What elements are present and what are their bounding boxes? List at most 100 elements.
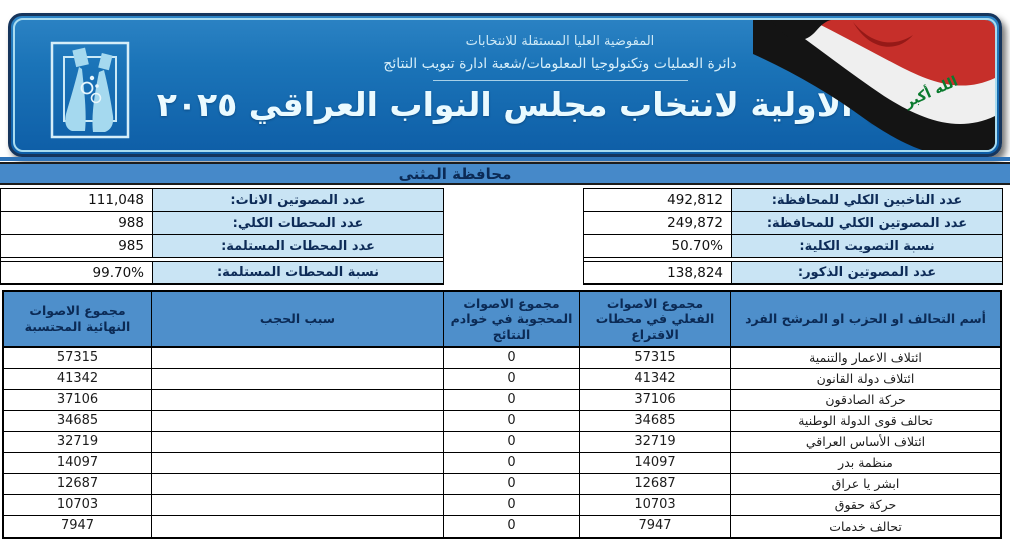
stat-value: 988 <box>1 212 153 234</box>
table-row: 14097 0 14097 منظمة بدر <box>4 453 1000 474</box>
cell-entity-name: ائتلاف الأساس العراقي <box>730 432 1000 452</box>
header-banner-frame: المفوضية العليا المستقلة للانتخابات دائر… <box>13 18 997 152</box>
commission-name: المفوضية العليا المستقلة للانتخابات <box>465 34 655 49</box>
summary-row: 50.70% نسبة التصويت الكلية: <box>584 235 1002 258</box>
table-row: 32719 0 32719 ائتلاف الأساس العراقي <box>4 432 1000 453</box>
cell-block-reason <box>151 390 443 410</box>
cell-final-votes: 34685 <box>56 412 99 428</box>
stat-value: 985 <box>1 235 153 257</box>
cell-blocked-votes: 0 <box>443 432 579 452</box>
table-row: 41342 0 41342 ائتلاف دولة القانون <box>4 369 1000 390</box>
table-row: 7947 0 7947 تحالف خدمات <box>4 516 1000 537</box>
report-title: النتائج الاولية لانتخاب مجلس النواب العر… <box>156 85 964 124</box>
stat-label: عدد المصوتين الكلي للمحافظة: <box>732 212 1002 234</box>
table-row: 57315 0 57315 ائتلاف الاعمار والتنمية <box>4 348 1000 369</box>
header-block-reason: سبب الحجب <box>151 292 443 346</box>
governorate-name: محافظة المثنى <box>398 164 512 183</box>
cell-entity-name: ائتلاف دولة القانون <box>730 369 1000 389</box>
cell-block-reason <box>151 474 443 494</box>
cell-block-reason <box>151 411 443 431</box>
cell-block-reason <box>151 495 443 515</box>
header-divider <box>432 80 688 81</box>
table-row: 10703 0 10703 حركة حقوق <box>4 495 1000 516</box>
table-row: 34685 0 34685 تحالف قوى الدولة الوطنية <box>4 411 1000 432</box>
iraq-flag-icon: الله أكبر <box>753 20 995 150</box>
stat-value: 138,824 <box>584 262 732 283</box>
stat-label: عدد الناخبين الكلي للمحافظة: <box>732 189 1002 211</box>
table-row: 37106 0 37106 حركة الصادقون <box>4 390 1000 411</box>
results-table-header: مجموع الاصوات النهائية المحتسبة سبب الحج… <box>4 292 1000 348</box>
cell-final-votes: 32719 <box>56 433 99 449</box>
summary-block-stations: 111,048 عدد المصوتين الاناث: 988 عدد الم… <box>0 188 444 285</box>
cell-block-reason <box>151 516 443 537</box>
stat-label: نسبة المحطات المستلمة: <box>153 262 443 283</box>
header-blocked-votes: مجموع الاصوات المحجوبة في خوادم النتائج <box>443 292 579 346</box>
cell-block-reason <box>151 453 443 473</box>
cell-entity-name: ابشر يا عراق <box>730 474 1000 494</box>
cell-blocked-votes: 0 <box>443 348 579 368</box>
divider-strip <box>0 157 1010 161</box>
cell-final-votes: 41342 <box>56 370 99 386</box>
stat-value: 50.70% <box>584 235 732 257</box>
cell-actual-votes: 10703 <box>579 495 730 515</box>
cell-block-reason <box>151 348 443 368</box>
cell-blocked-votes: 0 <box>443 369 579 389</box>
results-table-body: 57315 0 57315 ائتلاف الاعمار والتنمية 41… <box>4 348 1000 537</box>
stat-label: عدد المحطات المستلمة: <box>153 235 443 257</box>
table-row: 12687 0 12687 ابشر يا عراق <box>4 474 1000 495</box>
cell-entity-name: تحالف قوى الدولة الوطنية <box>730 411 1000 431</box>
cell-blocked-votes: 0 <box>443 390 579 410</box>
cell-entity-name: حركة حقوق <box>730 495 1000 515</box>
cell-entity-name: تحالف خدمات <box>730 516 1000 537</box>
header-banner: المفوضية العليا المستقلة للانتخابات دائر… <box>8 13 1002 157</box>
stat-value: 492,812 <box>584 189 732 211</box>
cell-final-votes: 14097 <box>56 454 99 470</box>
summary-row: 985 عدد المحطات المستلمة: <box>1 235 443 258</box>
cell-actual-votes: 7947 <box>579 516 730 537</box>
cell-actual-votes: 57315 <box>579 348 730 368</box>
cell-block-reason <box>151 369 443 389</box>
cell-final-votes: 12687 <box>56 475 99 491</box>
cell-entity-name: حركة الصادقون <box>730 390 1000 410</box>
stat-label: عدد المصوتين الذكور: <box>732 262 1002 283</box>
results-table: مجموع الاصوات النهائية المحتسبة سبب الحج… <box>2 290 1002 539</box>
cell-final-votes: 37106 <box>56 391 99 407</box>
summary-row: 138,824 عدد المصوتين الذكور: <box>584 261 1002 284</box>
summary-row: 988 عدد المحطات الكلي: <box>1 212 443 235</box>
stat-label: عدد المحطات الكلي: <box>153 212 443 234</box>
stat-value: 111,048 <box>1 189 153 211</box>
cell-block-reason <box>151 432 443 452</box>
cell-actual-votes: 14097 <box>579 453 730 473</box>
stat-value: 99.70% <box>1 262 153 283</box>
cell-entity-name: منظمة بدر <box>730 453 1000 473</box>
governorate-title-bar: محافظة المثنى <box>0 162 1010 185</box>
cell-actual-votes: 41342 <box>579 369 730 389</box>
department-name: دائرة العمليات وتكنولوجيا المعلومات/شعبة… <box>383 56 737 72</box>
cell-actual-votes: 12687 <box>579 474 730 494</box>
cell-entity-name: ائتلاف الاعمار والتنمية <box>730 348 1000 368</box>
cell-blocked-votes: 0 <box>443 495 579 515</box>
summary-row: 99.70% نسبة المحطات المستلمة: <box>1 261 443 284</box>
cell-blocked-votes: 0 <box>443 474 579 494</box>
cell-blocked-votes: 0 <box>443 411 579 431</box>
stat-value: 249,872 <box>584 212 732 234</box>
banner-text-block: المفوضية العليا المستقلة للانتخابات دائر… <box>125 20 995 150</box>
cell-final-votes: 7947 <box>60 518 95 534</box>
cell-final-votes: 57315 <box>56 349 99 365</box>
stat-label: عدد المصوتين الاناث: <box>153 189 443 211</box>
header-actual-votes: مجموع الاصوات الفعلي في محطات الاقتراع <box>579 292 730 346</box>
ihec-logo-icon <box>49 40 131 140</box>
cell-blocked-votes: 0 <box>443 453 579 473</box>
stat-label: نسبة التصويت الكلية: <box>732 235 1002 257</box>
header-entity-name: أسم التحالف او الحزب او المرشح الفرد <box>730 292 1000 346</box>
summary-row: 492,812 عدد الناخبين الكلي للمحافظة: <box>584 189 1002 212</box>
cell-actual-votes: 34685 <box>579 411 730 431</box>
header-final-votes: مجموع الاصوات النهائية المحتسبة <box>24 303 131 334</box>
cell-blocked-votes: 0 <box>443 516 579 537</box>
summary-block-voters: 492,812 عدد الناخبين الكلي للمحافظة: 249… <box>583 188 1003 285</box>
cell-final-votes: 10703 <box>56 496 99 512</box>
summary-row: 249,872 عدد المصوتين الكلي للمحافظة: <box>584 212 1002 235</box>
summary-row: 111,048 عدد المصوتين الاناث: <box>1 189 443 212</box>
cell-actual-votes: 32719 <box>579 432 730 452</box>
